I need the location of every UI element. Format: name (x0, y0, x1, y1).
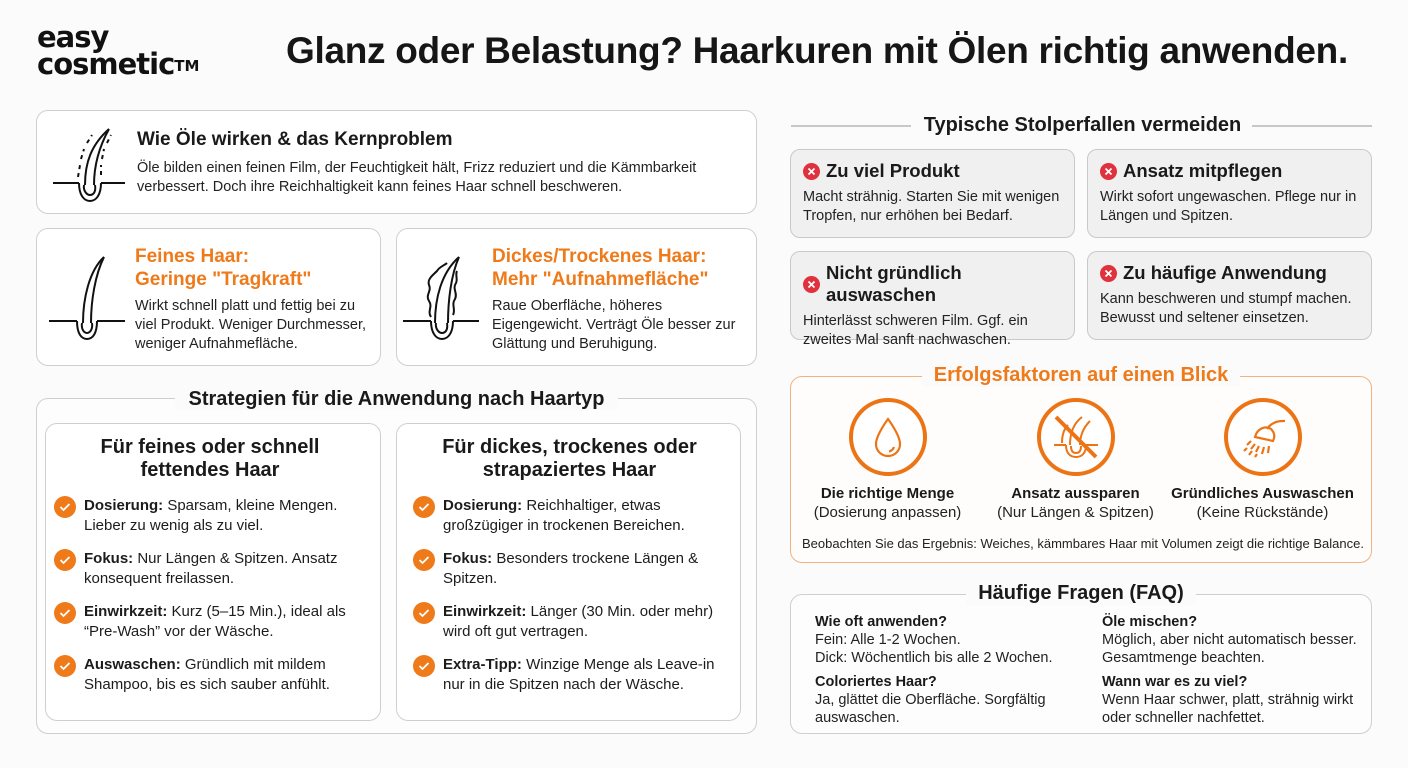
fine-hair-text: Wirkt schnell platt und fettig bei zu vi… (135, 298, 367, 352)
divider (1252, 125, 1372, 127)
check-icon (413, 602, 435, 624)
page-title: Glanz oder Belastung? Haarkuren mit Ölen… (286, 30, 1348, 71)
success-note: Beobachten Sie das Ergebnis: Weiches, kä… (802, 536, 1364, 551)
brand-line2: cosmetic (37, 47, 175, 81)
factor-amount: Die richtige Menge (Dosierung anpassen) (800, 398, 975, 522)
pitfall-card: Zu viel Produkt Macht strähnig. Starten … (790, 149, 1075, 238)
brand-logo: easy cosmeticTM (37, 20, 200, 81)
pitfall-card: Zu häufige Anwendung Kann beschweren und… (1087, 251, 1372, 340)
check-icon (54, 602, 76, 624)
check-icon (54, 655, 76, 677)
intro-card: Wie Öle wirken & das Kernproblem Öle bil… (36, 110, 757, 214)
oil-drop-icon (848, 398, 927, 476)
strategy-fine-title: Für feines oder schnell fettendes Haar (100, 436, 320, 481)
faq-heading: Häufige Fragen (FAQ) (966, 582, 1196, 605)
pitfall-card: Ansatz mitpflegen Wirkt sofort ungewasch… (1087, 149, 1372, 238)
strategy-item: Fokus: Besonders trockene Längen & Spitz… (413, 549, 726, 589)
brand-line1: easy (37, 20, 109, 54)
error-x-icon (803, 275, 820, 293)
strategy-item: Extra-Tipp: Winzige Menge als Leave-in n… (413, 655, 726, 695)
strategy-item: Einwirkzeit: Kurz (5–15 Min.), ideal als… (54, 602, 366, 642)
intro-title: Wie Öle wirken & das Kernproblem (137, 129, 453, 150)
strategy-item: Fokus: Nur Längen & Spitzen. Ansatz kons… (54, 549, 366, 589)
shower-head-icon (1223, 398, 1302, 476)
check-icon (54, 549, 76, 571)
error-x-icon (1100, 162, 1117, 180)
thick-hair-text: Raue Oberfläche, höheres Eigengewicht. V… (492, 298, 736, 352)
fine-hair-card: Feines Haar: Geringe "Tragkraft" Wirkt s… (36, 228, 381, 366)
strategy-item: Auswaschen: Gründlich mit mildem Shampoo… (54, 655, 366, 695)
strategy-thick-title: Für dickes, trockenes oder strapaziertes… (442, 436, 697, 481)
hair-follicle-oil-film-icon (53, 128, 125, 203)
error-x-icon (803, 162, 820, 180)
thick-hair-title: Dickes/Trockenes Haar: Mehr "Aufnahmeflä… (492, 246, 709, 290)
error-x-icon (1100, 264, 1117, 282)
trademark: TM (174, 57, 200, 75)
pitfall-card: Nicht gründlich auswaschen Hinterlässt s… (790, 251, 1075, 348)
pitfalls-heading: Typische Stolperfallen vermeiden (923, 114, 1242, 136)
intro-text: Öle bilden einen feinen Film, der Feucht… (137, 160, 697, 195)
check-icon (413, 496, 435, 518)
check-icon (54, 496, 76, 518)
strategy-card-thick: Für dickes, trockenes oder strapaziertes… (396, 423, 741, 721)
strategy-card-fine: Für feines oder schnell fettendes Haar D… (45, 423, 381, 721)
thick-hair-icon (403, 256, 479, 341)
success-heading: Erfolgsfaktoren auf einen Blick (921, 364, 1241, 387)
faq-item: Coloriertes Haar? Ja, glättet die Oberfl… (815, 674, 1046, 726)
factor-rinse: Gründliches Auswaschen (Keine Rückstände… (1171, 398, 1354, 522)
divider (791, 125, 911, 127)
strategy-item: Einwirkzeit: Länger (30 Min. oder mehr) … (413, 602, 726, 642)
check-icon (413, 655, 435, 677)
faq-item: Öle mischen? Möglich, aber nicht automat… (1102, 614, 1357, 666)
no-roots-icon (1036, 398, 1115, 476)
faq-item: Wie oft anwenden? Fein: Alle 1-2 Wochen.… (815, 614, 1053, 666)
fine-hair-icon (49, 256, 125, 341)
thick-hair-card: Dickes/Trockenes Haar: Mehr "Aufnahmeflä… (396, 228, 757, 366)
fine-hair-title: Feines Haar: Geringe "Tragkraft" (135, 246, 312, 290)
faq-item: Wann war es zu viel? Wenn Haar schwer, p… (1102, 674, 1354, 726)
check-icon (413, 549, 435, 571)
strategy-item: Dosierung: Reichhaltiger, etwas großzügi… (413, 496, 726, 536)
factor-roots: Ansatz aussparen (Nur Längen & Spitzen) (988, 398, 1163, 522)
strategies-heading: Strategien für die Anwendung nach Haarty… (174, 388, 619, 410)
strategy-item: Dosierung: Sparsam, kleine Mengen. Liebe… (54, 496, 366, 536)
